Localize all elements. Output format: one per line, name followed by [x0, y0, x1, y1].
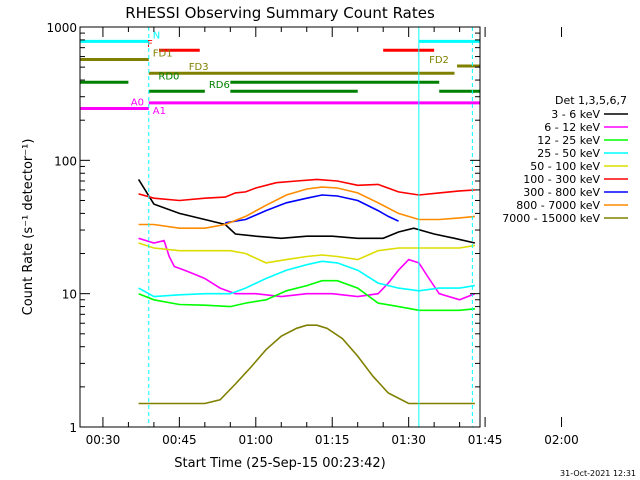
series-line-100-300-kev [138, 178, 475, 202]
legend-label-100-300-kev: 100 - 300 keV [523, 173, 600, 186]
series-line-7000-15000-kev [138, 324, 475, 405]
x-tick-label-1: 00:45 [162, 433, 197, 447]
state-bar-label-rd0: RD0 [158, 71, 179, 82]
series-layer [137, 178, 476, 405]
x-tick-label-0: 00:30 [86, 433, 121, 447]
x-tick-label-2: 01:00 [238, 433, 273, 447]
x-tick-label-4: 01:30 [391, 433, 426, 447]
timestamp: 31-Oct-2021 12:31 [560, 469, 636, 478]
state-bar-label-rd6: RD6 [209, 80, 230, 91]
x-axis: 00:30 00:45 01:00 01:15 01:30 01:45 02:00 [86, 27, 579, 447]
y-tick-label-3: 1000 [46, 21, 77, 35]
legend-label-50-100-kev: 50 - 100 keV [530, 160, 600, 173]
series-line-300-800-kev [225, 194, 399, 224]
y-tick-label-1: 10 [62, 288, 77, 302]
plot-frame [79, 26, 481, 428]
series-line-25-50-kev [138, 260, 476, 298]
y-tick-label-2: 100 [54, 154, 77, 168]
series-line-800-7000-kev [138, 186, 475, 229]
legend-title: Det 1,3,5,6,7 [555, 94, 627, 107]
legend-label-800-7000-kev: 800 - 7000 keV [516, 199, 600, 212]
x-tick-label-3: 01:15 [315, 433, 350, 447]
state-bar-label-n: N [153, 30, 160, 41]
state-bar-label-fd2: FD2 [429, 55, 449, 66]
series-line-6-12-kev [138, 237, 476, 301]
state-bar-label-f: F [147, 39, 153, 50]
series-line-50-100-kev [138, 242, 476, 264]
x-tick-label-5: 01:45 [468, 433, 503, 447]
legend-label-300-800-kev: 300 - 800 keV [523, 186, 600, 199]
legend-label-12-25-kev: 12 - 25 keV [537, 134, 600, 147]
state-bar-label-fd3: FD3 [189, 62, 209, 73]
legend-label-7000-15000-kev: 7000 - 15000 keV [502, 212, 600, 225]
y-axis-label: Count Rate (s⁻¹ detector⁻¹) [21, 139, 36, 316]
legend-label-6-12-kev: 6 - 12 keV [544, 121, 600, 134]
series-line-12-25-kev [138, 279, 475, 312]
legend-label-3-6-kev: 3 - 6 keV [551, 108, 600, 121]
state-bar-label-a0: A0 [131, 97, 144, 108]
state-bar-label-fd1: FD1 [153, 49, 173, 60]
legend-label-25-50-kev: 25 - 50 keV [537, 147, 600, 160]
x-axis-label: Start Time (25-Sep-15 00:23:42) [174, 456, 385, 471]
y-tick-label-0: 1 [69, 421, 77, 435]
vertical-markers-layer [79, 27, 473, 427]
series-line-3-6-kev [137, 178, 476, 244]
y-axis: 1 10 100 1000 [46, 21, 480, 435]
state-bar-label-a1: A1 [153, 106, 166, 117]
x-tick-label-6: 02:00 [544, 433, 579, 447]
chart-title: RHESSI Observing Summary Count Rates [125, 4, 435, 22]
